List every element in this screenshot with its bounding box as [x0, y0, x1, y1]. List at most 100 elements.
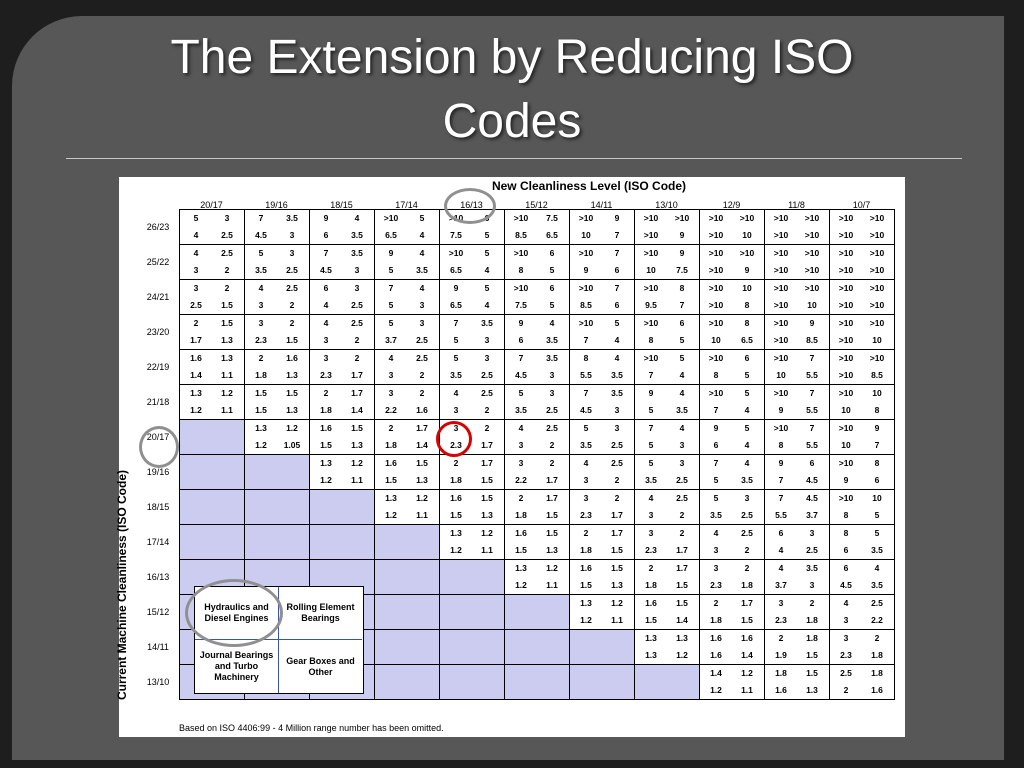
- life-extension-cell: 1.4 1.2 1.2 1.1: [699, 664, 765, 700]
- cell-value: >10: [674, 213, 690, 223]
- empty-shaded-cell: [569, 664, 635, 700]
- slide-title-line-2: Codes: [442, 95, 582, 148]
- life-extension-cell: 6 3 4 2.5: [309, 279, 375, 315]
- cell-line-bottom: >10 >10: [830, 297, 894, 314]
- cell-value: 2: [549, 458, 555, 468]
- cell-value: >10: [578, 248, 594, 258]
- cell-value: 2: [419, 370, 425, 380]
- cell-line-top: >10 7: [765, 385, 829, 402]
- column-header: 15/12: [525, 200, 548, 210]
- cell-value: 2.5: [416, 353, 428, 363]
- cell-value: 7.5: [450, 230, 462, 240]
- cell-value: 1.5: [481, 493, 493, 503]
- cell-value: 2: [323, 388, 329, 398]
- cell-value: 2: [419, 388, 425, 398]
- cell-value: 1.4: [676, 615, 688, 625]
- cell-value: 1.7: [481, 458, 493, 468]
- cell-value: 1.5: [546, 528, 558, 538]
- cell-value: >10: [708, 300, 724, 310]
- cell-value: 1.6: [741, 633, 753, 643]
- cell-line-top: >10 8: [635, 280, 699, 297]
- cell-value: 1.5: [546, 510, 558, 520]
- row-header: 25/22: [146, 257, 170, 267]
- cell-value: 3: [323, 353, 329, 363]
- figure-footnote: Based on ISO 4406:99 - 4 Million range n…: [179, 723, 444, 733]
- cell-value: 2: [224, 265, 230, 275]
- cell-line-top: 1.3 1.2: [310, 455, 374, 472]
- cell-value: 2: [713, 598, 719, 608]
- life-extension-cell: >10 10 10 8: [829, 384, 895, 420]
- cell-line-top: 2 1.7: [310, 385, 374, 402]
- cell-value: 6.5: [450, 265, 462, 275]
- cell-value: 1.5: [286, 388, 298, 398]
- cell-value: 2.3: [255, 335, 267, 345]
- life-extension-cell: 3 2 2.3 1.8: [699, 559, 765, 595]
- cell-value: 3: [778, 598, 784, 608]
- cell-line-bottom: >10 9: [700, 262, 764, 279]
- cell-value: 10: [807, 300, 817, 310]
- cell-value: 1.7: [190, 335, 202, 345]
- cell-value: 2.5: [741, 528, 753, 538]
- cell-value: 2.3: [645, 545, 657, 555]
- column-header: 12/9: [722, 200, 741, 210]
- row-header: 15/12: [146, 607, 170, 617]
- life-extension-cell: 3 2 2.2 1.7: [504, 454, 570, 490]
- cell-value: 3: [843, 615, 849, 625]
- cell-value: 3.5: [351, 248, 363, 258]
- cell-value: 4: [549, 318, 555, 328]
- life-extension-cell: 2 1.7 1.8 1.4: [309, 384, 375, 420]
- cell-value: 3.5: [611, 388, 623, 398]
- life-extension-cell: 7 3.5 4.5 3: [504, 349, 570, 385]
- life-extension-cell: >10 7 9 5.5: [764, 384, 830, 420]
- cell-value: 9: [778, 458, 784, 468]
- cell-value: 1.3: [351, 440, 363, 450]
- cell-value: 1.5: [286, 335, 298, 345]
- cell-line-bottom: 10 8: [830, 402, 894, 419]
- cell-value: 1.8: [580, 545, 592, 555]
- life-extension-cell: 9 4 6 3.5: [504, 314, 570, 350]
- cell-line-bottom: >10 >10: [830, 262, 894, 279]
- life-extension-cell: 9 4 6 3.5: [309, 209, 375, 245]
- cell-value: 5: [713, 493, 719, 503]
- cell-value: 8: [679, 283, 685, 293]
- cell-value: >10: [708, 318, 724, 328]
- life-extension-cell: >10 >10 >10 8.5: [829, 349, 895, 385]
- cell-value: >10: [869, 318, 885, 328]
- life-extension-cell: 1.8 1.5 1.6 1.3: [764, 664, 830, 700]
- cell-value: >10: [773, 248, 789, 258]
- cell-line-bottom: 4 2.5: [180, 227, 244, 244]
- life-extension-cell: 3 2 2.2 1.6: [374, 384, 440, 420]
- cell-value: >10: [708, 213, 724, 223]
- cell-line-bottom: 1.2 1.1: [570, 612, 634, 629]
- cell-value: 2.5: [611, 458, 623, 468]
- cell-line-bottom: 1.7 1.3: [180, 332, 244, 349]
- cell-line-bottom: 10 5.5: [765, 367, 829, 384]
- life-extension-cell: 4 2.5 3 2: [179, 244, 245, 280]
- cell-value: >10: [869, 248, 885, 258]
- cell-value: 10: [872, 388, 882, 398]
- cell-value: 2.2: [385, 405, 397, 415]
- cell-value: 10: [872, 335, 882, 345]
- cell-value: 5: [648, 440, 654, 450]
- life-extension-cell: >10 7 8.5 6: [569, 279, 635, 315]
- cell-line-top: >10 7: [570, 245, 634, 262]
- cell-line-bottom: 1.8 1.4: [375, 437, 439, 454]
- empty-shaded-cell: [179, 524, 245, 560]
- cell-value: 9: [679, 248, 685, 258]
- cell-value: 5.5: [806, 370, 818, 380]
- cell-line-top: >10 6: [635, 315, 699, 332]
- cell-value: 5: [518, 388, 524, 398]
- cell-value: 1.6: [450, 493, 462, 503]
- cell-line-top: >10 9: [635, 245, 699, 262]
- cell-value: 8.5: [580, 300, 592, 310]
- cell-value: 1.6: [515, 528, 527, 538]
- life-extension-cell: 2 1.6 1.8 1.3: [244, 349, 310, 385]
- cell-value: 5: [744, 370, 750, 380]
- cell-value: 3.5: [450, 370, 462, 380]
- life-extension-cell: 1.6 1.5 1.5 1.3: [374, 454, 440, 490]
